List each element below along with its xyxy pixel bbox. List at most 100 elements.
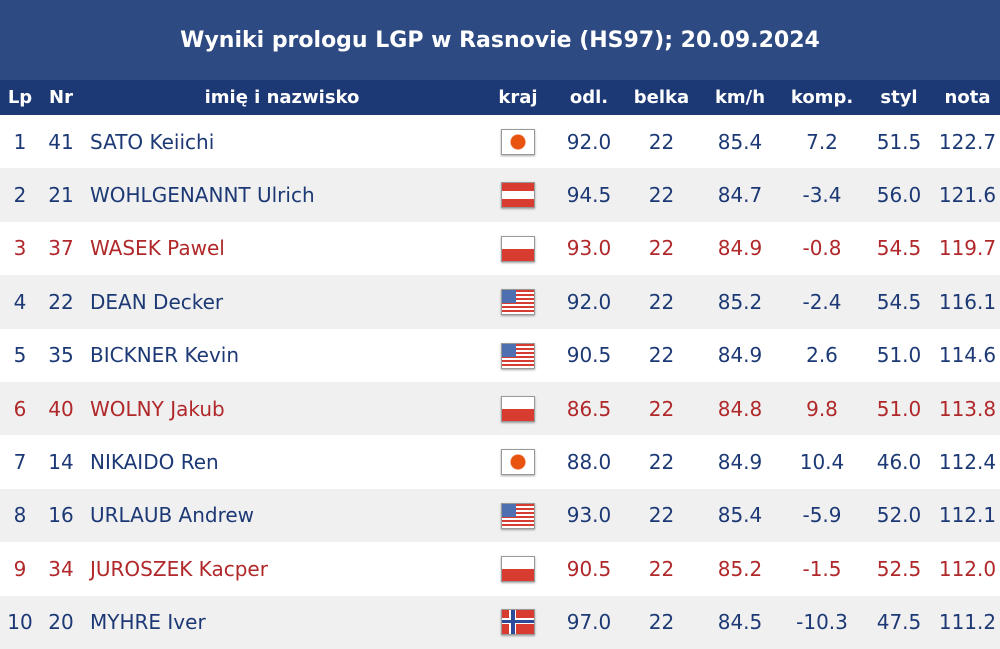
column-header-distance: odl. xyxy=(569,87,609,108)
style-cell: 54.5 xyxy=(876,236,922,261)
distance-cell: 94.5 xyxy=(566,183,612,208)
gate-cell: 22 xyxy=(648,610,675,635)
column-header-speed: km/h xyxy=(714,87,766,108)
gate-cell: 22 xyxy=(648,450,675,475)
table-row: 7 14 NIKAIDO Ren 88.0 22 84.9 10.4 46.0 … xyxy=(0,435,1000,489)
rank-cell: 10 xyxy=(7,610,33,635)
column-header-country: kraj xyxy=(498,87,538,108)
table-row: 6 40 WOLNY Jakub 86.5 22 84.8 9.8 51.0 1… xyxy=(0,381,1000,436)
compensation-cell: -5.9 xyxy=(802,503,842,528)
compensation-cell: 10.4 xyxy=(799,450,845,475)
column-header-gate: belka xyxy=(633,87,690,108)
results-table: Lp Nr imię i nazwisko kraj odl. belka km… xyxy=(0,80,1000,649)
jpn-flag-icon xyxy=(501,128,535,155)
style-cell: 56.0 xyxy=(876,183,922,208)
bib-number-cell: 14 xyxy=(48,450,74,475)
usa-flag-icon xyxy=(501,342,535,369)
gate-cell: 22 xyxy=(648,503,675,528)
column-header-name: imię i nazwisko xyxy=(204,87,360,108)
speed-cell: 85.4 xyxy=(717,129,763,154)
speed-cell: 85.2 xyxy=(717,556,763,581)
bib-number-cell: 41 xyxy=(48,129,74,154)
column-header-compensation: komp. xyxy=(790,87,854,108)
table-row: 5 35 BICKNER Kevin 90.5 22 84.9 2.6 51.0… xyxy=(0,328,1000,382)
speed-cell: 84.7 xyxy=(717,183,763,208)
country-cell xyxy=(482,222,554,275)
rank-cell: 7 xyxy=(13,450,27,475)
nor-flag-icon xyxy=(501,609,535,636)
speed-cell: 84.9 xyxy=(717,236,763,261)
score-cell: 111.2 xyxy=(938,610,997,635)
pol-flag-icon xyxy=(501,556,535,583)
athlete-name-cell: WASEK Pawel xyxy=(90,236,225,261)
rank-cell: 6 xyxy=(13,396,27,421)
rank-cell: 1 xyxy=(13,129,27,154)
country-cell xyxy=(482,275,554,328)
table-row: 2 21 WOHLGENANNT Ulrich 94.5 22 84.7 -3.… xyxy=(0,168,1000,222)
distance-cell: 90.5 xyxy=(566,556,612,581)
score-cell: 112.1 xyxy=(938,503,997,528)
table-row: 9 34 JUROSZEK Kacper 90.5 22 85.2 -1.5 5… xyxy=(0,542,1000,596)
bib-number-cell: 37 xyxy=(48,236,74,261)
rank-cell: 3 xyxy=(13,236,27,261)
table-row: 4 22 DEAN Decker 92.0 22 85.2 -2.4 54.5 … xyxy=(0,275,1000,329)
style-cell: 51.0 xyxy=(876,343,922,368)
compensation-cell: -2.4 xyxy=(802,289,842,314)
country-cell xyxy=(482,382,554,435)
compensation-cell: 7.2 xyxy=(806,129,838,154)
score-cell: 114.6 xyxy=(938,343,997,368)
gate-cell: 22 xyxy=(648,396,675,421)
gate-cell: 22 xyxy=(648,183,675,208)
gate-cell: 22 xyxy=(648,236,675,261)
country-cell xyxy=(482,329,554,382)
speed-cell: 84.9 xyxy=(717,450,763,475)
style-cell: 54.5 xyxy=(876,289,922,314)
athlete-name-cell: DEAN Decker xyxy=(90,289,224,314)
athlete-name-cell: JUROSZEK Kacper xyxy=(90,556,268,581)
athlete-name-cell: WOLNY Jakub xyxy=(90,396,225,421)
compensation-cell: -1.5 xyxy=(802,556,842,581)
country-cell xyxy=(482,115,554,168)
country-cell xyxy=(482,489,554,542)
bib-number-cell: 21 xyxy=(48,183,74,208)
bib-number-cell: 22 xyxy=(48,289,74,314)
compensation-cell: 9.8 xyxy=(806,396,838,421)
country-cell xyxy=(482,435,554,488)
rank-cell: 4 xyxy=(13,289,27,314)
table-row: 1 41 SATO Keiichi 92.0 22 85.4 7.2 51.5 … xyxy=(0,115,1000,169)
score-cell: 113.8 xyxy=(938,396,997,421)
column-header-lp: Lp xyxy=(7,87,33,108)
compensation-cell: -10.3 xyxy=(796,610,848,635)
gate-cell: 22 xyxy=(648,129,675,154)
style-cell: 47.5 xyxy=(876,610,922,635)
rank-cell: 5 xyxy=(13,343,27,368)
distance-cell: 90.5 xyxy=(566,343,612,368)
distance-cell: 97.0 xyxy=(566,610,612,635)
compensation-cell: -3.4 xyxy=(802,183,842,208)
gate-cell: 22 xyxy=(648,556,675,581)
distance-cell: 93.0 xyxy=(566,236,612,261)
aut-flag-icon xyxy=(501,182,535,209)
table-row: 8 16 URLAUB Andrew 93.0 22 85.4 -5.9 52.… xyxy=(0,488,1000,543)
country-cell xyxy=(482,596,554,649)
results-table-body: 1 41 SATO Keiichi 92.0 22 85.4 7.2 51.5 … xyxy=(0,115,1000,649)
results-title-bar: Wyniki prologu LGP w Rasnovie (HS97); 20… xyxy=(0,0,1000,80)
usa-flag-icon xyxy=(501,502,535,529)
column-header-nr: Nr xyxy=(49,87,73,108)
table-row: 3 37 WASEK Pawel 93.0 22 84.9 -0.8 54.5 … xyxy=(0,221,1000,276)
style-cell: 51.0 xyxy=(876,396,922,421)
score-cell: 116.1 xyxy=(938,289,997,314)
athlete-name-cell: NIKAIDO Ren xyxy=(90,450,219,475)
speed-cell: 84.8 xyxy=(717,396,763,421)
rank-cell: 9 xyxy=(13,556,27,581)
bib-number-cell: 20 xyxy=(48,610,74,635)
speed-cell: 85.4 xyxy=(717,503,763,528)
athlete-name-cell: WOHLGENANNT Ulrich xyxy=(90,183,315,208)
column-header-score: nota xyxy=(944,87,991,108)
compensation-cell: 2.6 xyxy=(806,343,838,368)
bib-number-cell: 35 xyxy=(48,343,74,368)
score-cell: 121.6 xyxy=(938,183,997,208)
bib-number-cell: 16 xyxy=(48,503,74,528)
rank-cell: 2 xyxy=(13,183,27,208)
pol-flag-icon xyxy=(501,395,535,422)
